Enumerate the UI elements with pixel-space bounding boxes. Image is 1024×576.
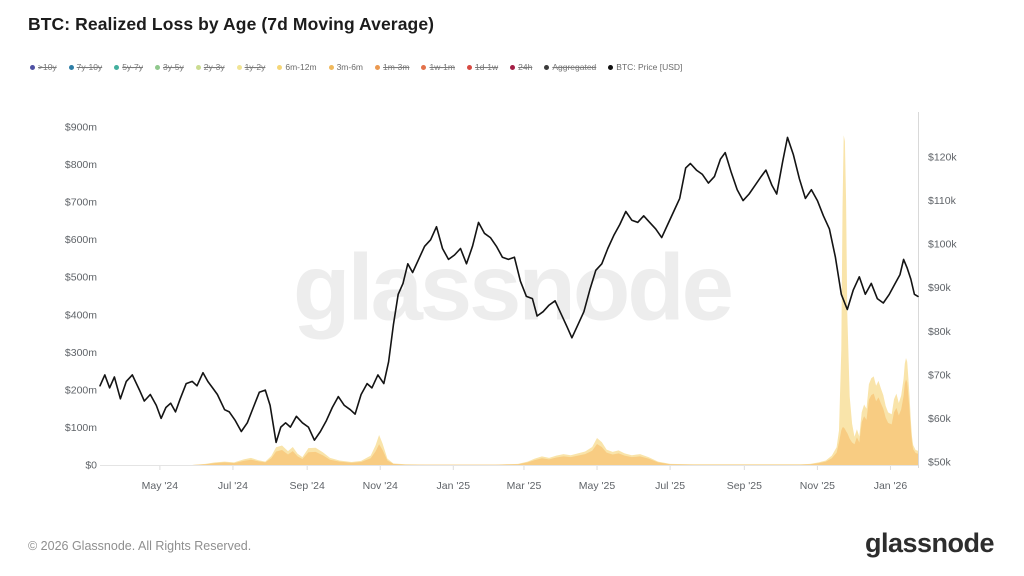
legend-dot xyxy=(608,64,614,70)
legend-dot xyxy=(466,64,472,70)
svg-text:$60k: $60k xyxy=(928,413,952,425)
svg-text:$500m: $500m xyxy=(65,272,97,284)
legend-dot xyxy=(421,64,427,70)
legend-label: 1d-1w xyxy=(474,62,499,72)
legend-label: 3y-5y xyxy=(162,62,184,72)
svg-text:$0: $0 xyxy=(85,460,97,472)
svg-text:$110k: $110k xyxy=(928,195,957,207)
svg-text:$100k: $100k xyxy=(928,239,957,251)
svg-text:Jan '25: Jan '25 xyxy=(437,480,471,492)
svg-text:Nov '24: Nov '24 xyxy=(363,480,398,492)
legend-label: 1m-3m xyxy=(383,62,410,72)
legend-label: 24h xyxy=(518,62,533,72)
legend-label: 3m-6m xyxy=(336,62,364,72)
legend-dot xyxy=(544,64,550,70)
legend-item-1w-1m[interactable]: 1w-1m xyxy=(421,62,455,72)
legend-label: Aggregated xyxy=(552,62,597,72)
legend-item-24h[interactable]: 24h xyxy=(510,62,532,72)
svg-text:Sep '24: Sep '24 xyxy=(290,480,325,492)
legend-label: 2y-3y xyxy=(203,62,225,72)
legend-item-3y-5y[interactable]: 3y-5y xyxy=(154,62,184,72)
chart-title: BTC: Realized Loss by Age (7d Moving Ave… xyxy=(28,14,435,34)
svg-text:$900m: $900m xyxy=(65,122,97,134)
legend-item-6m-12m[interactable]: 6m-12m xyxy=(277,62,317,72)
svg-text:$700m: $700m xyxy=(65,197,97,209)
svg-text:$600m: $600m xyxy=(65,234,97,246)
svg-text:Jan '26: Jan '26 xyxy=(874,480,908,492)
copyright-text: © 2026 Glassnode. All Rights Reserved. xyxy=(28,539,252,553)
svg-text:$70k: $70k xyxy=(928,369,952,381)
glassnode-logo: glassnode xyxy=(864,528,995,558)
legend: >10y 7y-10y 5y-7y 3y-5y 2y-3y 1y-2y 6m-12m 3m-6… xyxy=(30,62,682,72)
svg-text:$120k: $120k xyxy=(928,152,957,164)
legend-item-1m-3m[interactable]: 1m-3m xyxy=(375,62,409,72)
svg-text:$100m: $100m xyxy=(65,422,97,434)
legend-item-btc-price-usd-[interactable]: BTC: Price [USD] xyxy=(608,62,682,72)
legend-item--10y[interactable]: >10y xyxy=(30,62,57,72)
legend-dot xyxy=(114,64,120,70)
legend-label: >10y xyxy=(38,62,57,72)
svg-text:$80k: $80k xyxy=(928,326,952,338)
legend-item-1d-1w[interactable]: 1d-1w xyxy=(466,62,499,72)
legend-item-1y-2y[interactable]: 1y-2y xyxy=(236,62,266,72)
legend-dot xyxy=(30,64,35,70)
svg-text:Sep '25: Sep '25 xyxy=(727,480,762,492)
legend-dot xyxy=(154,64,160,70)
glassnode-watermark: glassnode xyxy=(293,234,734,340)
legend-dot xyxy=(510,64,516,70)
legend-dot xyxy=(68,64,74,70)
legend-label: BTC: Price [USD] xyxy=(616,62,683,72)
svg-text:Nov '25: Nov '25 xyxy=(800,480,835,492)
legend-item-5y-7y[interactable]: 5y-7y xyxy=(114,62,143,72)
legend-dot xyxy=(195,64,201,70)
svg-text:$800m: $800m xyxy=(65,159,97,171)
svg-text:May '24: May '24 xyxy=(142,480,179,492)
svg-text:Jul '24: Jul '24 xyxy=(218,480,248,492)
legend-label: 6m-12m xyxy=(285,62,317,72)
svg-text:$50k: $50k xyxy=(928,457,952,469)
svg-text:Jul '25: Jul '25 xyxy=(655,480,685,492)
legend-label: 1y-2y xyxy=(244,62,266,72)
legend-item-3m-6m[interactable]: 3m-6m xyxy=(328,62,364,72)
legend-label: 5y-7y xyxy=(122,62,143,72)
svg-text:May '25: May '25 xyxy=(579,480,616,492)
svg-text:$300m: $300m xyxy=(65,347,97,359)
legend-item-2y-3y[interactable]: 2y-3y xyxy=(195,62,225,72)
svg-text:Mar '25: Mar '25 xyxy=(507,480,542,492)
legend-label: 7y-10y xyxy=(76,62,103,72)
svg-text:$90k: $90k xyxy=(928,282,952,294)
svg-text:$400m: $400m xyxy=(65,309,97,321)
legend-item-7y-10y[interactable]: 7y-10y xyxy=(68,62,103,72)
legend-dot xyxy=(328,64,334,70)
legend-dot xyxy=(277,64,283,70)
legend-dot xyxy=(236,64,242,70)
legend-label: 1w-1m xyxy=(429,62,455,72)
svg-text:$200m: $200m xyxy=(65,384,97,396)
legend-item-aggregated[interactable]: Aggregated xyxy=(544,62,596,72)
legend-dot xyxy=(375,64,381,70)
